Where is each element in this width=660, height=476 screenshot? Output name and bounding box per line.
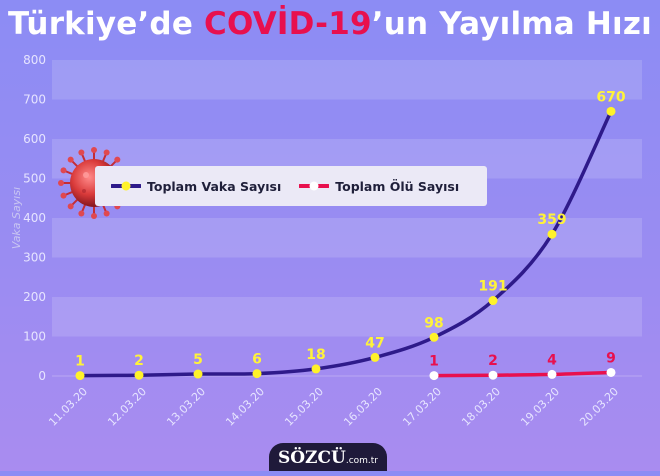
x-tick-label: 14.03.20 bbox=[223, 385, 267, 429]
data-point-cases bbox=[193, 369, 203, 379]
data-point-deaths bbox=[429, 371, 439, 381]
brand-domain: .com.tr bbox=[345, 456, 379, 466]
data-label-deaths: 2 bbox=[488, 353, 498, 369]
data-label-deaths: 4 bbox=[547, 352, 557, 368]
legend-swatch-cases bbox=[111, 181, 141, 191]
x-tick-label: 12.03.20 bbox=[105, 385, 149, 429]
data-label-deaths: 9 bbox=[606, 350, 616, 366]
grid-bands bbox=[52, 60, 642, 377]
x-tick-label: 11.03.20 bbox=[46, 385, 90, 429]
data-point-cases bbox=[606, 106, 616, 116]
y-tick-label: 200 bbox=[23, 290, 46, 304]
y-tick-label: 800 bbox=[23, 53, 46, 67]
series-points bbox=[75, 106, 616, 381]
page-title: Türkiye’de COVİD-19’un Yayılma Hızı bbox=[0, 6, 660, 42]
x-tick-label: 19.03.20 bbox=[518, 385, 562, 429]
data-point-cases bbox=[488, 296, 498, 306]
data-label-cases: 1 bbox=[75, 354, 85, 370]
data-labels: 1 2 5 6 18 47 98 191 359 670 1 2 4 9 bbox=[75, 89, 626, 369]
data-label-deaths: 1 bbox=[429, 354, 439, 370]
data-point-cases bbox=[75, 371, 85, 381]
title-suffix: ’un Yayılma Hızı bbox=[371, 6, 652, 42]
y-tick-label: 500 bbox=[23, 172, 46, 186]
legend-item-cases: Toplam Vaka Sayısı bbox=[111, 179, 281, 194]
chart-legend: Toplam Vaka Sayısı Toplam Ölü Sayısı bbox=[95, 166, 487, 206]
data-point-cases bbox=[547, 229, 557, 239]
data-label-cases: 98 bbox=[424, 315, 443, 331]
data-label-cases: 191 bbox=[478, 279, 507, 295]
data-point-cases bbox=[311, 364, 321, 374]
y-tick-label: 100 bbox=[23, 330, 46, 344]
brand-logo: SÖZCÜ.com.tr bbox=[269, 443, 387, 471]
data-point-cases bbox=[252, 369, 262, 379]
title-prefix: Türkiye’de bbox=[8, 6, 205, 42]
data-label-cases: 47 bbox=[365, 335, 384, 351]
series-line-deaths bbox=[432, 370, 613, 378]
data-label-cases: 670 bbox=[596, 89, 625, 105]
data-point-cases bbox=[370, 352, 380, 362]
data-label-cases: 359 bbox=[537, 212, 566, 228]
x-tick-label: 16.03.20 bbox=[341, 385, 385, 429]
x-tick-label: 20.03.20 bbox=[577, 385, 621, 429]
x-tick-label: 17.03.20 bbox=[400, 385, 444, 429]
legend-label-cases: Toplam Vaka Sayısı bbox=[147, 178, 282, 194]
y-tick-label: 400 bbox=[23, 211, 46, 225]
x-tick-label: 13.03.20 bbox=[164, 385, 208, 429]
data-point-cases bbox=[134, 370, 144, 380]
brand-name: SÖZCÜ bbox=[277, 448, 346, 468]
x-axis-ticks: 11.03.20 12.03.20 13.03.20 14.03.20 15.03.20… bbox=[46, 385, 621, 429]
grid-band bbox=[52, 297, 642, 337]
data-point-deaths bbox=[547, 369, 557, 379]
title-highlight: COVİD-19 bbox=[204, 6, 372, 42]
x-tick-label: 18.03.20 bbox=[459, 385, 503, 429]
y-axis-label: Vaka Sayısı bbox=[10, 187, 23, 249]
data-point-deaths bbox=[488, 370, 498, 380]
grid-band bbox=[52, 60, 642, 100]
data-point-cases bbox=[429, 332, 439, 342]
y-tick-label: 300 bbox=[23, 251, 46, 265]
data-label-cases: 6 bbox=[252, 352, 262, 368]
data-label-cases: 5 bbox=[193, 352, 203, 368]
legend-label-deaths: Toplam Ölü Sayısı bbox=[335, 178, 460, 194]
data-point-deaths bbox=[606, 367, 616, 377]
x-tick-label: 15.03.20 bbox=[282, 385, 326, 429]
grid-band bbox=[52, 218, 642, 258]
y-axis-ticks: 0 100 200 300 400 500 600 700 800 bbox=[23, 53, 46, 383]
data-label-cases: 2 bbox=[134, 353, 144, 369]
legend-item-deaths: Toplam Ölü Sayısı bbox=[299, 179, 459, 194]
data-label-cases: 18 bbox=[306, 347, 325, 363]
y-tick-label: 700 bbox=[23, 93, 46, 107]
legend-swatch-deaths bbox=[299, 181, 330, 191]
y-tick-label: 0 bbox=[38, 369, 46, 383]
y-tick-label: 600 bbox=[23, 132, 46, 146]
